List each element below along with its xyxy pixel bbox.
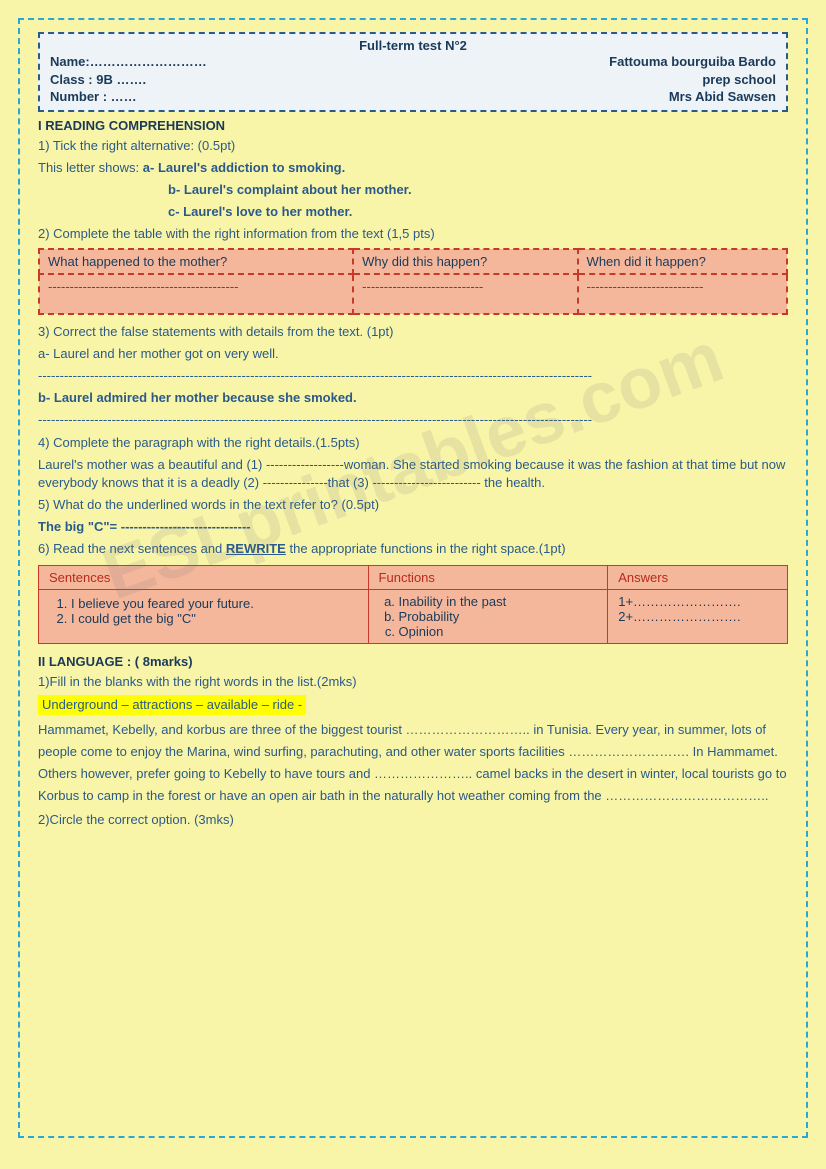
q3b: b- Laurel admired her mother because she… <box>38 389 788 407</box>
q6-post: the appropriate functions in the right s… <box>286 541 566 556</box>
q6-th1: Sentences <box>39 565 369 589</box>
q6-s1: I believe you feared your future. <box>71 596 358 611</box>
q1-opt-c: c- Laurel's love to her mother. <box>168 203 788 221</box>
q6-prompt: 6) Read the next sentences and REWRITE t… <box>38 540 788 558</box>
name-label: Name:……………………… <box>50 53 207 71</box>
teacher-name: Mrs Abid Sawsen <box>669 88 776 106</box>
q5-blank: The big "C"= ---------------------------… <box>38 518 788 536</box>
q6-f1: Inability in the past <box>399 594 598 609</box>
q5-blank-text: The big "C"= ---------------------------… <box>38 519 251 534</box>
q3b-line: ----------------------------------------… <box>38 411 788 429</box>
test-title: Full-term test N°2 <box>50 38 776 53</box>
q2-blank3: --------------------------- <box>578 274 787 314</box>
q6-rewrite: REWRITE <box>226 541 286 556</box>
header-row-1: Name:……………………… Fattouma bourguiba Bardo <box>50 53 776 71</box>
q1-prompt: 1) Tick the right alternative: (0.5pt) <box>38 137 788 155</box>
q6-sentences: I believe you feared your future. I coul… <box>39 589 369 643</box>
q2-th3: When did it happen? <box>578 249 787 274</box>
q3-prompt: 3) Correct the false statements with det… <box>38 323 788 341</box>
q2-th2: Why did this happen? <box>353 249 577 274</box>
q3a-line: ----------------------------------------… <box>38 367 788 385</box>
q2-blank2: ---------------------------- <box>353 274 577 314</box>
q1-opt-c-text: c- Laurel's love to her mother. <box>168 204 352 219</box>
s2-paragraph: Hammamet, Kebelly, and korbus are three … <box>38 719 788 807</box>
number-label: Number : …… <box>50 88 137 106</box>
section-1-title: I READING COMPREHENSION <box>38 118 788 133</box>
page-frame: ESLprintables.com Full-term test N°2 Nam… <box>18 18 808 1138</box>
q6-f3: Opinion <box>399 624 598 639</box>
q1-opt-b: b- Laurel's complaint about her mother. <box>168 181 788 199</box>
q3a: a- Laurel and her mother got on very wel… <box>38 345 788 363</box>
school-type: prep school <box>702 71 776 89</box>
q6-a2: 2+……………………. <box>618 609 777 624</box>
header-row-3: Number : …… Mrs Abid Sawsen <box>50 88 776 106</box>
q6-th2: Functions <box>368 565 608 589</box>
q2-th1: What happened to the mother? <box>39 249 353 274</box>
q6-functions: Inability in the past Probability Opinio… <box>368 589 608 643</box>
s2-wordbox: Underground – attractions – available – … <box>38 695 788 715</box>
q6-a1: 1+……………………. <box>618 594 777 609</box>
q4-text: Laurel's mother was a beautiful and (1) … <box>38 456 788 492</box>
q6-answers: 1+……………………. 2+……………………. <box>608 589 788 643</box>
q3b-text: b- Laurel admired her mother because she… <box>38 390 357 405</box>
q6-f2: Probability <box>399 609 598 624</box>
q6-table: Sentences Functions Answers I believe yo… <box>38 565 788 644</box>
q4-prompt: 4) Complete the paragraph with the right… <box>38 434 788 452</box>
class-label: Class : 9B ……. <box>50 71 146 89</box>
q1-opt-a: a- Laurel's addiction to smoking. <box>143 160 345 175</box>
q1-intro: This letter shows: a- Laurel's addiction… <box>38 159 788 177</box>
header-row-2: Class : 9B ……. prep school <box>50 71 776 89</box>
q2-blank1: ----------------------------------------… <box>39 274 353 314</box>
q2-prompt: 2) Complete the table with the right inf… <box>38 225 788 243</box>
q1-opt-b-text: b- Laurel's complaint about her mother. <box>168 182 412 197</box>
s2-q2-prompt: 2)Circle the correct option. (3mks) <box>38 811 788 829</box>
header-box: Full-term test N°2 Name:……………………… Fattou… <box>38 32 788 112</box>
q1-intro-text: This letter shows: <box>38 160 139 175</box>
q6-pre: 6) Read the next sentences and <box>38 541 226 556</box>
school-name: Fattouma bourguiba Bardo <box>609 53 776 71</box>
wordbox: Underground – attractions – available – … <box>38 695 306 715</box>
q5-prompt: 5) What do the underlined words in the t… <box>38 496 788 514</box>
s2-q1-prompt: 1)Fill in the blanks with the right word… <box>38 673 788 691</box>
section-2-title: II LANGUAGE : ( 8marks) <box>38 654 788 669</box>
q6-s2: I could get the big "C" <box>71 611 358 626</box>
q2-table: What happened to the mother? Why did thi… <box>38 248 788 315</box>
q6-th3: Answers <box>608 565 788 589</box>
